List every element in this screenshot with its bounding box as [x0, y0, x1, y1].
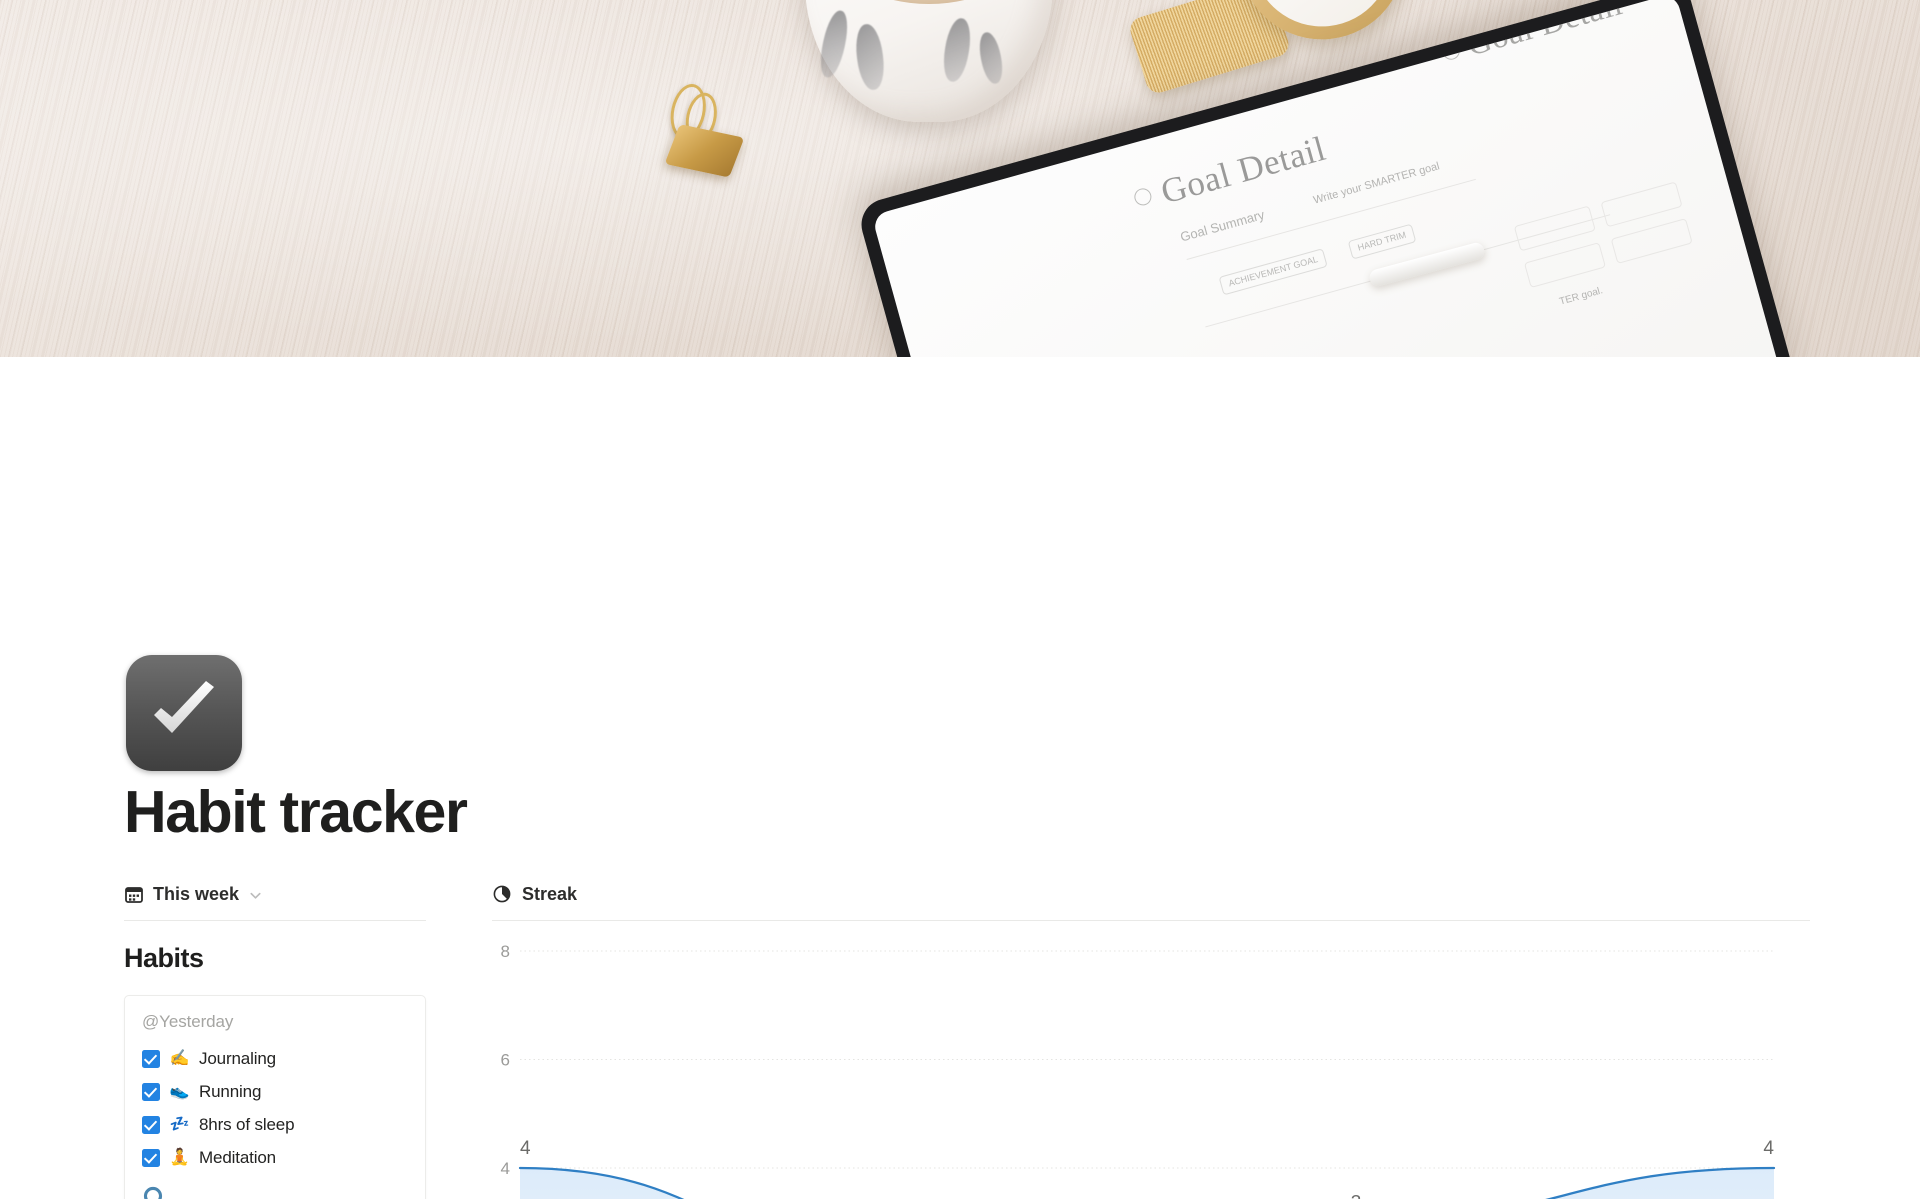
tablet-summary-hint: Write your SMARTER goal [1312, 160, 1441, 207]
cover-image[interactable]: Goal Detail Goal Detail Goal Summary Wri… [0, 0, 1920, 357]
streak-panel: Streak 02468 4234 August 9, 2024August 1… [492, 879, 1810, 1199]
habit-item[interactable]: ✍️ Journaling [142, 1042, 408, 1075]
habit-label: Meditation [199, 1147, 276, 1167]
week-filter[interactable]: This week [124, 879, 426, 909]
svg-text:8: 8 [501, 942, 510, 961]
filter-divider [124, 920, 426, 921]
habit-label: 8hrs of sleep [199, 1114, 295, 1134]
pie-chart-icon [492, 884, 512, 904]
habit-item[interactable]: 💤 8hrs of sleep [142, 1108, 408, 1141]
streak-title: Streak [522, 883, 578, 904]
coffee-cup [805, 0, 1053, 122]
progress-ring [142, 1185, 164, 1199]
habits-column: This week Habits @Yesterday ✍️ Journalin… [124, 879, 426, 1199]
page-title: Habit tracker [124, 779, 468, 845]
streak-header[interactable]: Streak [492, 879, 1810, 909]
checkmark-icon[interactable] [126, 655, 242, 771]
progress-ring-wrap [142, 1182, 408, 1199]
svg-text:4: 4 [501, 1159, 510, 1178]
habit-card-date: @Yesterday [142, 1012, 234, 1031]
habit-card[interactable]: @Yesterday ✍️ Journaling 👟 Running 💤 8hr… [124, 995, 426, 1199]
svg-text:6: 6 [501, 1051, 510, 1070]
habit-item[interactable]: 🧘 Meditation [142, 1141, 408, 1174]
tablet-subtext: TER goal. [1558, 285, 1605, 308]
writing-hand-emoji: ✍️ [169, 1049, 190, 1067]
sleep-zzz-emoji: 💤 [169, 1115, 190, 1133]
chevron-down-icon [248, 887, 263, 902]
tablet-heading: Goal Detail [1156, 128, 1330, 212]
habit-checkbox[interactable] [142, 1082, 160, 1101]
chart-divider [492, 920, 1810, 921]
streak-chart[interactable]: 02468 4234 August 9, 2024August 10, 2024… [492, 933, 1810, 1199]
habits-heading: Habits [124, 943, 204, 973]
svg-text:4: 4 [1763, 1138, 1774, 1159]
habit-item[interactable]: 👟 Running [142, 1075, 408, 1108]
habit-label: Journaling [199, 1048, 276, 1068]
tablet-chip-achievement: ACHIEVEMENT GOAL [1218, 248, 1329, 296]
calendar-icon [124, 884, 144, 904]
habit-checkbox[interactable] [142, 1049, 160, 1068]
week-filter-label: This week [153, 883, 240, 904]
habit-checkbox[interactable] [142, 1115, 160, 1134]
habit-checkbox[interactable] [142, 1148, 160, 1167]
habit-label: Running [199, 1081, 262, 1101]
tablet-chip-hard: HARD TRIM [1347, 223, 1417, 260]
meditation-emoji: 🧘 [169, 1148, 190, 1166]
running-shoe-emoji: 👟 [169, 1082, 190, 1100]
svg-text:4: 4 [520, 1138, 531, 1159]
tablet-summary-label: Goal Summary [1178, 206, 1267, 245]
binder-clip [652, 79, 761, 188]
svg-text:3: 3 [1351, 1192, 1362, 1199]
